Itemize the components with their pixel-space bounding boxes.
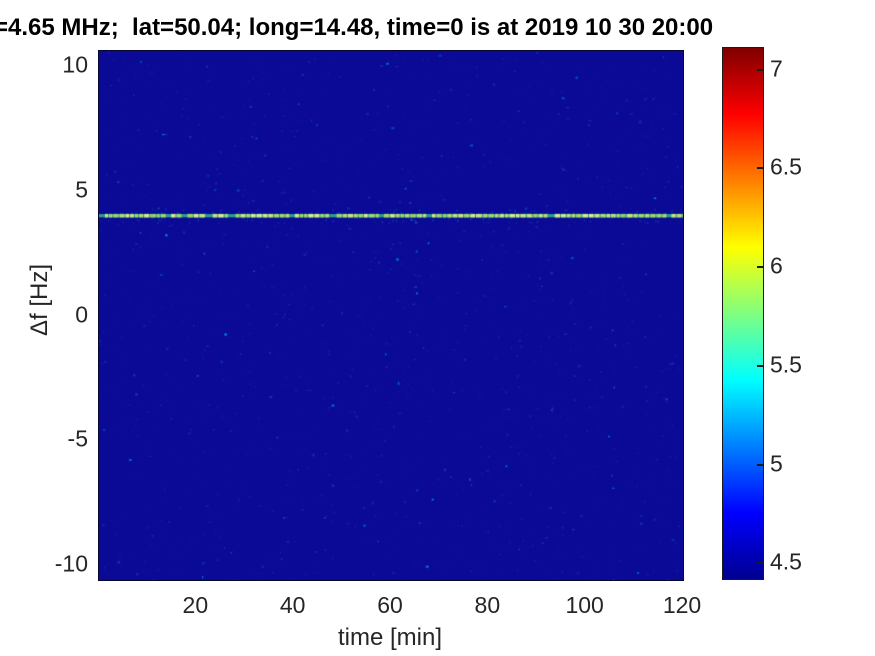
colorbar-tick-mark: [757, 562, 763, 565]
x-tick-label: 120: [662, 592, 702, 618]
colorbar-tick-label: 7: [770, 55, 783, 82]
colorbar-tick-label: 5: [770, 450, 783, 476]
colorbar-tick-label: 4.5: [770, 548, 802, 575]
x-tick-label: 40: [279, 592, 306, 618]
y-tick-label: 0: [75, 301, 88, 327]
y-tick-label: -10: [54, 550, 88, 577]
y-tick-label: 5: [75, 176, 88, 203]
x-axis-label: time [min]: [337, 624, 443, 651]
colorbar-tick-label: 6.5: [770, 153, 802, 180]
chart-title: =4.65 MHz; lat=50.04; long=14.48, time=0…: [0, 14, 714, 41]
y-tick-label: 10: [62, 51, 88, 78]
colorbar: [722, 47, 764, 580]
colorbar-tick-mark: [757, 68, 763, 71]
colorbar-tick-mark: [757, 364, 763, 367]
x-tick-label: 20: [182, 592, 209, 618]
heatmap-plot-area: [98, 50, 684, 581]
x-tick-label: 80: [474, 592, 501, 618]
colorbar-tick-mark: [757, 266, 763, 269]
colorbar-tick-label: 6: [770, 252, 783, 279]
heatmap-canvas: [99, 51, 683, 580]
y-tick-label: -5: [67, 425, 88, 452]
x-tick-label: 60: [377, 592, 403, 618]
colorbar-tick-mark: [757, 463, 763, 466]
colorbar-tick-label: 5.5: [770, 351, 802, 378]
colorbar-tick-mark: [757, 167, 763, 170]
x-tick-label: 100: [565, 592, 604, 618]
